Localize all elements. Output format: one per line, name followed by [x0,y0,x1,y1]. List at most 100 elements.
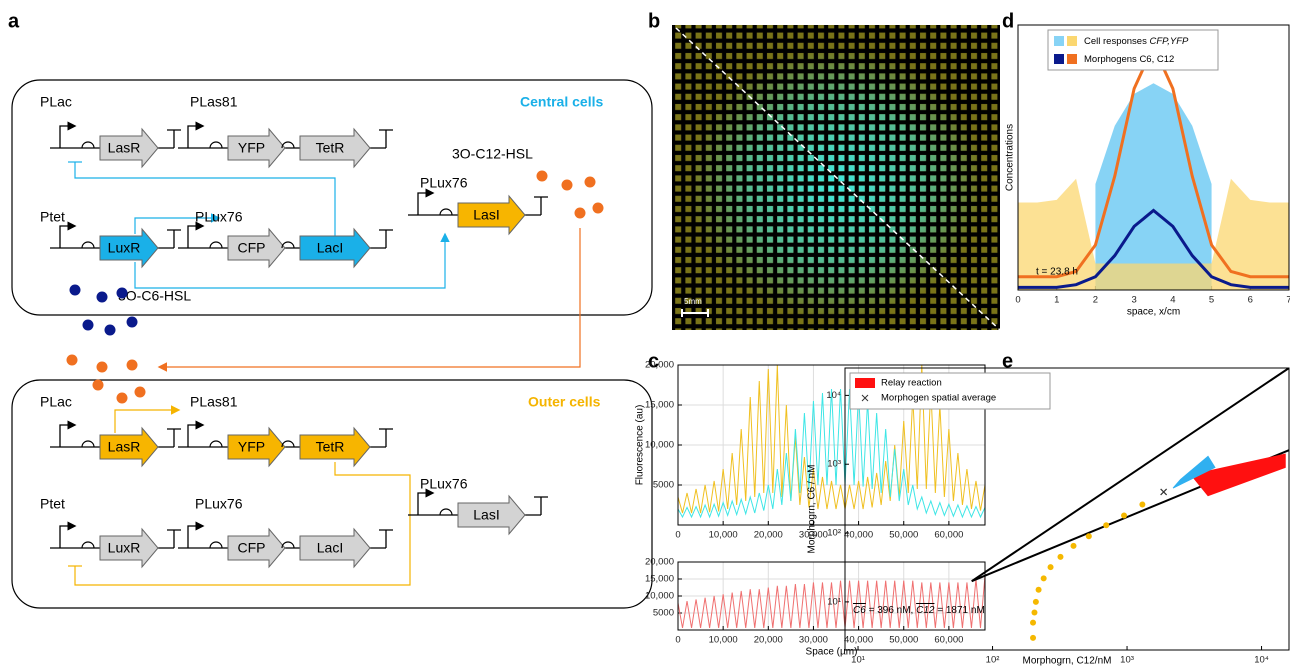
cell-box [11,379,653,609]
x-tick-label: 5 [1209,295,1214,306]
terminator [379,428,393,447]
gene-label: TetR [316,140,345,156]
point [1030,634,1037,641]
gene-label: LasR [108,140,141,156]
x-tick-label: 0 [1015,295,1020,306]
point [1103,522,1110,529]
panel-label: c [648,350,659,372]
rbs [209,541,223,549]
x-tick-label: 50,000 [889,530,918,541]
promoter [59,221,77,248]
point [1070,542,1077,549]
rbs [81,440,95,448]
promoter [187,420,205,447]
gene-label: CFP [238,240,266,256]
plot-frame [677,561,986,631]
activation [134,232,450,289]
c12-molecules [66,170,604,404]
point [1139,501,1146,508]
model-line [971,368,1289,582]
gene [227,426,286,468]
y-tick-label: 10⁴ [826,390,841,401]
x-tick-label: 0 [675,635,680,646]
diagonal [675,27,1001,331]
repression [74,162,336,236]
terminator [167,229,181,248]
x-tick-label: 0 [675,530,680,541]
rbs [281,141,295,149]
y-tick-label: 10² [827,528,841,539]
region [1172,455,1216,489]
gene-label: CFP [238,540,266,556]
promoter [59,521,77,548]
y-tick-label: 20,000 [645,557,674,568]
annotation-part: C12 [916,605,935,616]
annotation: t = 23.8 h [1036,267,1078,278]
line [678,365,985,514]
promoter [187,221,205,248]
gene [457,194,526,236]
x-tick-label: 60,000 [934,530,963,541]
gene [227,527,286,569]
plot-area [971,368,1289,641]
promoter [187,121,205,148]
rbs [439,508,453,516]
cell-title: Central cells [520,94,603,110]
promoter [187,521,205,548]
x-tick-label: 7 [1286,295,1290,306]
legend-label: Morphogen spatial average [881,393,996,404]
x-tick-label: 20,000 [754,635,783,646]
x-tick-label: 40,000 [844,530,873,541]
point [1031,609,1038,616]
gene-circuits: LasR YFP TetR LuxR CFP LacI LasI PLac PLas81 Ptet… [40,94,548,569]
gene-label: LacI [317,540,343,556]
y-tick-label: 15,000 [645,400,674,411]
legend-text: Cell responses [1084,36,1149,47]
scale-label: 5mm [684,297,702,306]
y-tick-label: 10¹ [827,596,841,607]
promoter-label: PLux76 [195,209,243,225]
terminator [167,129,181,148]
promoter [417,188,435,215]
line [678,388,985,519]
cell-box [11,79,653,316]
molecule-label: 3O-C12-HSL [452,146,533,162]
x-tick-label: 3 [1131,295,1136,306]
repression [74,462,411,586]
point [1032,598,1039,605]
c6-molecules [69,284,138,336]
x-tick-label: 10³ [1120,655,1134,666]
y-tick-label: 10³ [827,459,841,470]
annotation-part: C6 [853,605,866,616]
rbs [209,241,223,249]
rbs [281,541,295,549]
promoter [59,121,77,148]
annotation-part: = 396 nM, [866,605,916,616]
point [1121,512,1128,519]
plot-frame [677,364,986,526]
legend-label: Relay reaction [881,378,942,389]
gene-label: TetR [316,439,345,455]
gene [299,127,371,169]
diffusion [157,228,581,372]
gene-label: YFP [238,439,265,455]
panel-label: e [1002,350,1013,372]
x-tick-label: 10¹ [851,655,865,666]
gene [227,227,286,269]
panel-label: b [648,10,660,32]
promoter-label: PLac [40,94,72,110]
y-tick-label: 5000 [653,608,674,619]
legend-swatch [861,394,869,402]
line [678,575,985,629]
activation [134,213,221,234]
gene [299,426,371,468]
x-tick-label: 10² [986,655,1000,666]
x-tick-label: 30,000 [799,530,828,541]
legend-swatch [1067,36,1077,46]
chart: 0 10,000 20,000 30,000 40,000 50,000 60,000 500… [645,557,986,658]
promoter-label: PLux76 [195,496,243,512]
point [1035,586,1042,593]
legend-swatch [1067,54,1077,64]
x-tick-label: 10,000 [709,635,738,646]
regulation-lines [68,161,581,586]
